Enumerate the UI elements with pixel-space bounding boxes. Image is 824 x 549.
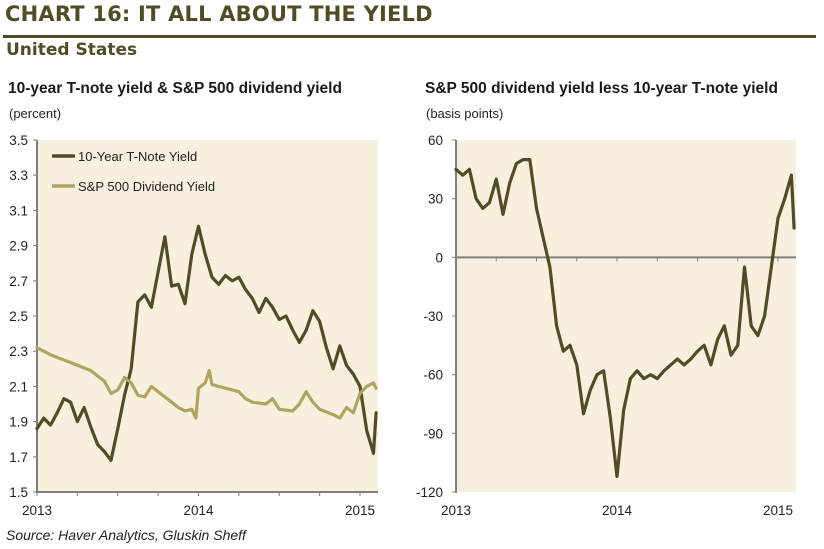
chart-title: CHART 16: IT ALL ABOUT THE YIELD [5,2,433,26]
right-chart-title: S&P 500 dividend yield less 10-year T-no… [425,80,778,97]
left-chart-title: 10-year T-note yield & S&P 500 dividend … [8,80,342,97]
y-tick-label: 2.3 [9,344,28,359]
left-chart: 1.5 1.7 1.9 2.1 2.3 2.5 2.7 2.9 3.1 3.3 3.5 2013 201… [9,133,378,518]
legend-label: S&P 500 Dividend Yield [78,179,215,194]
series-line-10-year-t-note-yield [35,224,378,462]
y-tick-label: 1.7 [9,450,28,465]
y-tick-label: -60 [423,368,443,383]
x-tick-label: 2013 [22,503,52,518]
x-tick-label: 2013 [441,503,471,518]
y-tick-label: 3.1 [9,203,28,218]
region-subtitle: United States [6,40,138,60]
y-tick-label: 0 [435,250,443,265]
y-tick-label: 1.5 [9,485,28,500]
y-tick-label: -30 [423,309,443,324]
source-note: Source: Haver Analytics, Gluskin Sheff [6,527,246,543]
left-chart-unit: (percent) [9,106,62,121]
y-tick-label: 3.5 [9,133,28,148]
y-tick-label: 2.5 [9,309,28,324]
right-chart: -120 -90 -60 -30 0 30 60 2013 2014 2015 [416,133,796,518]
x-tick-label: 2015 [763,503,793,518]
y-tick-label: 2.7 [9,274,28,289]
x-tick-label: 2015 [345,503,375,518]
right-chart-unit: (basis points) [426,106,504,121]
series-line-spread [454,158,796,478]
y-tick-label: -90 [423,426,443,441]
y-tick-label: 30 [428,192,443,207]
y-tick-label: 3.3 [9,168,28,183]
x-tick-label: 2014 [183,503,214,518]
y-tick-label: -120 [416,485,443,500]
y-tick-label: 2.1 [9,379,28,394]
legend-label: 10-Year T-Note Yield [78,149,197,164]
y-tick-label: 1.9 [9,415,28,430]
y-tick-label: 60 [428,133,443,148]
x-tick-label: 2014 [602,503,633,518]
title-rule [3,35,816,38]
y-tick-label: 2.9 [9,239,28,254]
series-line-s-p-500-dividend-yield [35,346,378,420]
